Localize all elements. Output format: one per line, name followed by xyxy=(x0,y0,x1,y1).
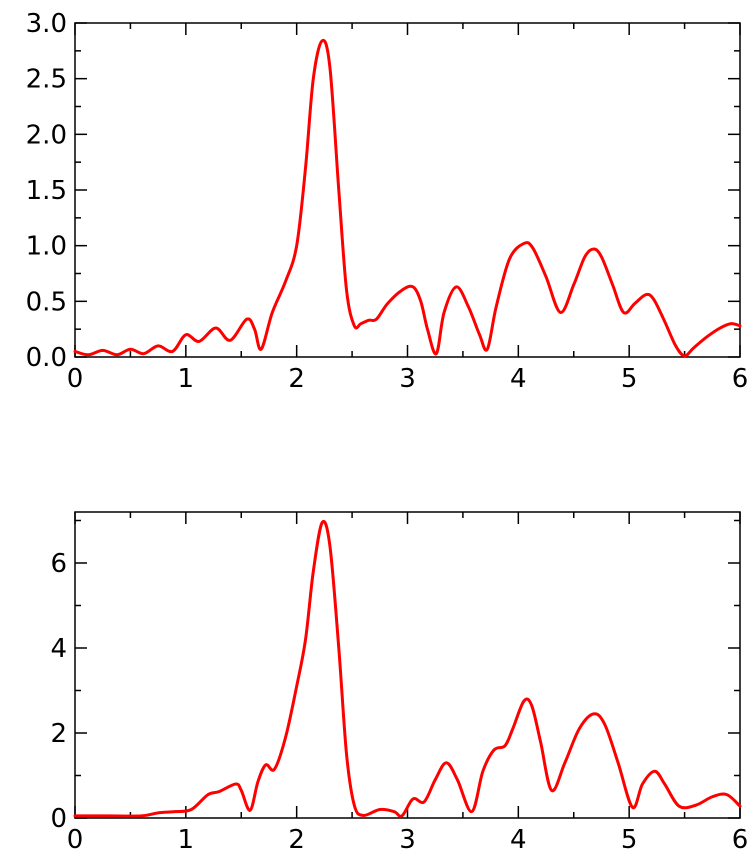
y-tick-label: 6 xyxy=(50,549,67,579)
x-tick-label: 2 xyxy=(288,364,305,394)
bottom-chart: 0 1 2 3 4 5 6 0 2 4 6 xyxy=(50,511,749,855)
x-tick-label: 1 xyxy=(178,364,195,394)
y-tick-label: 0 xyxy=(50,804,67,834)
x-tick-label: 3 xyxy=(399,364,416,394)
y-tick-label: 2.0 xyxy=(26,120,67,150)
y-tick-label: 1.0 xyxy=(26,232,67,262)
x-tick-label: 5 xyxy=(621,825,638,855)
x-tick-label: 0 xyxy=(67,364,84,394)
plot-frame xyxy=(74,22,741,358)
y-tick-label: 0.0 xyxy=(26,343,67,373)
x-tick-label: 3 xyxy=(399,825,416,855)
x-tick-label: 5 xyxy=(621,364,638,394)
x-tick-label: 2 xyxy=(288,825,305,855)
top-chart: 0 1 2 3 4 5 6 0.0 0.5 1.0 1.5 2.0 2.5 3.0 xyxy=(26,9,749,394)
y-tick-label: 2 xyxy=(50,719,67,749)
y-tick-label: 2.5 xyxy=(26,65,67,95)
x-tick-label: 4 xyxy=(510,825,527,855)
x-tick-label: 6 xyxy=(732,825,749,855)
y-tick-label: 4 xyxy=(50,634,67,664)
series-line xyxy=(73,38,742,358)
plot-frame xyxy=(74,511,741,819)
x-tick-label: 1 xyxy=(178,825,195,855)
y-tick-label: 3.0 xyxy=(26,9,67,39)
x-tick-label: 0 xyxy=(67,825,84,855)
x-tick-label: 6 xyxy=(732,364,749,394)
y-tick-label: 0.5 xyxy=(26,287,67,317)
y-tick-label: 1.5 xyxy=(26,176,67,206)
series-line xyxy=(73,520,742,818)
x-tick-label: 4 xyxy=(510,364,527,394)
